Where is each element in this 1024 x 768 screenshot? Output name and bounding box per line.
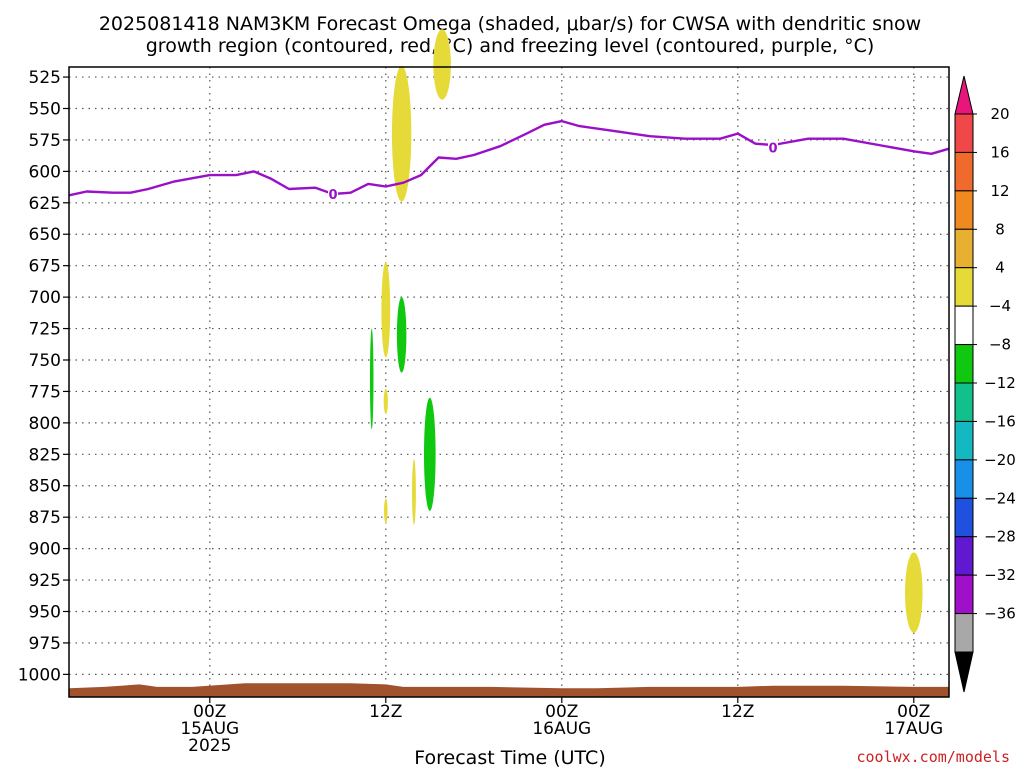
colorbar-top-arrow [954, 75, 974, 115]
colorbar-band [954, 190, 974, 230]
colorbar-label: −4 [989, 297, 1011, 315]
y-tick-label: 800 [29, 414, 61, 434]
y-tick-label: 625 [29, 194, 61, 214]
y-tick-label: 975 [29, 634, 61, 654]
colorbar-label: −8 [989, 336, 1011, 354]
colorbar-band [954, 305, 974, 346]
freezing-level-line [68, 119, 950, 197]
colorbar-label: 12 [990, 182, 1009, 200]
y-tick-label: 575 [29, 131, 61, 151]
colorbar-label: −28 [984, 528, 1016, 546]
y-tick-label: 650 [29, 225, 61, 245]
freezing-level-label: 0 [768, 141, 777, 156]
colorbar-bottom-arrow [954, 651, 974, 693]
x-tick-label: 12Z [721, 702, 754, 722]
y-tick-label: 950 [29, 602, 61, 622]
y-axis-ticks: 525 550 575 600 625 650 675 700 725 750 775 800 825 8… [18, 68, 69, 685]
colorbar-band [954, 151, 974, 192]
x-tick-label: 12Z [369, 702, 402, 722]
omega-region [383, 388, 388, 415]
chart-title-line2: growth region (contoured, red, °C) and f… [146, 35, 875, 57]
omega-region [391, 65, 412, 202]
x-axis-title: Forecast Time (UTC) [414, 747, 605, 768]
colorbar-band [954, 459, 974, 499]
colorbar-band [954, 113, 974, 153]
y-tick-label: 825 [29, 445, 61, 465]
y-tick-label: 675 [29, 257, 61, 277]
freezing-level-label: 0 [328, 188, 337, 203]
colorbar-band [954, 382, 974, 422]
x-tick-label: 2025 [188, 736, 231, 756]
y-tick-label: 550 [29, 99, 61, 119]
colorbar-band [954, 228, 974, 269]
plot-background [69, 67, 949, 697]
x-tick-label: 15AUG [180, 719, 239, 739]
colorbar-band [954, 497, 974, 538]
plot-frame [68, 66, 950, 698]
colorbar-label: 8 [995, 220, 1005, 238]
omega-region [381, 261, 391, 358]
colorbar-label: −16 [984, 412, 1016, 430]
colorbar-label: −20 [984, 451, 1016, 469]
contour-label-background [768, 139, 778, 155]
omega-region [396, 297, 407, 373]
terrain-fill [69, 683, 949, 697]
grid-lines [69, 67, 949, 697]
y-tick-label: 875 [29, 508, 61, 528]
y-tick-label: 700 [29, 288, 61, 308]
x-tick-label: 17AUG [884, 719, 943, 739]
colorbar-label: 4 [995, 259, 1005, 277]
colorbar-label: 16 [990, 143, 1009, 161]
colorbar-label: 20 [990, 105, 1009, 123]
y-tick-label: 525 [29, 68, 61, 88]
colorbar-label: −36 [984, 605, 1016, 623]
x-tick-label: 00Z [193, 702, 226, 722]
omega-region [905, 552, 923, 633]
y-tick-label: 600 [29, 162, 61, 182]
terrain-surface [69, 683, 949, 697]
y-tick-label: 1000 [18, 665, 61, 685]
chart-title-line1: 2025081418 NAM3KM Forecast Omega (shaded… [99, 13, 921, 35]
plot-area: 00 [68, 29, 950, 698]
colorbar-label: −24 [984, 489, 1016, 507]
x-tick-label: 00Z [897, 702, 930, 722]
colorbar-label: −32 [984, 566, 1016, 584]
omega-region [433, 29, 451, 100]
y-tick-label: 725 [29, 320, 61, 340]
credit-text: coolwx.com/models [856, 748, 1010, 766]
omega-region [412, 459, 416, 525]
contour-label-background [328, 186, 338, 202]
omega-shading [369, 29, 923, 633]
y-tick-label: 775 [29, 382, 61, 402]
colorbar-band [954, 267, 974, 307]
freezing-level-contour: 00 [68, 119, 950, 203]
colorbar-band [954, 613, 974, 653]
colorbar-band [954, 574, 974, 615]
omega-region [384, 498, 388, 524]
colorbar-band [954, 536, 974, 576]
colorbar-label: −12 [984, 374, 1016, 392]
colorbar-band [954, 344, 974, 384]
y-tick-label: 850 [29, 477, 61, 497]
omega-region [369, 328, 374, 430]
x-tick-label: 16AUG [532, 719, 591, 739]
colorbar-band [954, 420, 974, 461]
y-tick-label: 900 [29, 540, 61, 560]
y-tick-label: 925 [29, 571, 61, 591]
omega-region [423, 397, 436, 511]
y-tick-label: 750 [29, 351, 61, 371]
colorbar: 20 16 12 8 4 −4 −8 −12 −16 −20 −24 −28 −32 −36 [954, 75, 1016, 693]
x-tick-label: 00Z [545, 702, 578, 722]
